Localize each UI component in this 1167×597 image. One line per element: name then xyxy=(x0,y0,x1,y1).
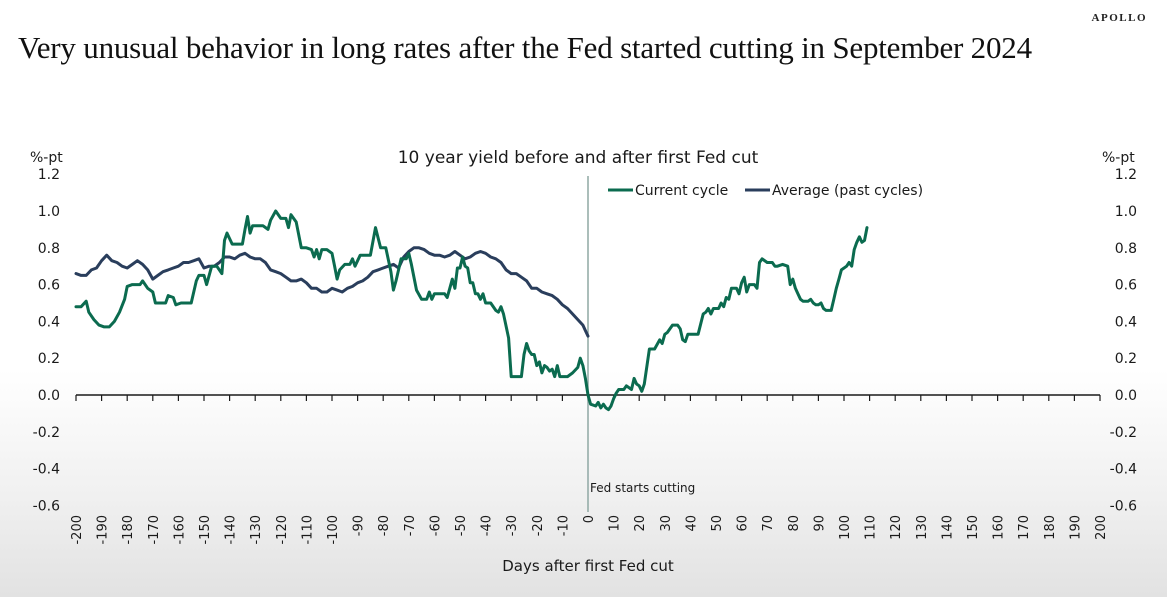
y-tick-label-right: 0.0 xyxy=(1115,388,1137,404)
x-tick-label: -120 xyxy=(275,515,290,545)
y-tick-label-left: -0.4 xyxy=(33,462,60,478)
x-tick-label: 200 xyxy=(1094,515,1109,540)
x-tick-label: 130 xyxy=(915,515,930,540)
brand-logo: APOLLO xyxy=(1091,12,1147,24)
y-ticks-right: 1.2 1.0 0.8 0.6 0.4 0.2 0.0 -0.2 -0.4 -0.6 xyxy=(1110,167,1137,514)
x-tick-label: 90 xyxy=(812,515,827,532)
x-tick-label: -160 xyxy=(172,515,187,545)
x-tick-label: -150 xyxy=(198,515,213,545)
y-tick-label-right: -0.2 xyxy=(1110,425,1137,441)
y-ticks-left: 1.2 1.0 0.8 0.6 0.4 0.2 0.0 -0.2 -0.4 -0.6 xyxy=(33,167,60,514)
y-tick-label-right: 0.4 xyxy=(1115,314,1137,330)
x-tick-label: -170 xyxy=(147,515,162,545)
x-tick-label: -140 xyxy=(224,515,239,545)
x-tick-label: -50 xyxy=(454,515,469,536)
y-tick-label-left: 0.6 xyxy=(38,278,60,294)
chart-title: 10 year yield before and after first Fed… xyxy=(398,148,759,168)
y-axis-unit-left: %-pt xyxy=(30,150,63,166)
x-tick-label: 160 xyxy=(992,515,1007,540)
legend-label-average: Average (past cycles) xyxy=(772,183,923,199)
y-tick-label-left: 0.4 xyxy=(38,314,60,330)
x-tick-label: -40 xyxy=(480,515,495,536)
x-tick-label: -100 xyxy=(326,515,341,545)
y-tick-label-right: 0.6 xyxy=(1115,278,1137,294)
x-tick-label: 30 xyxy=(659,515,674,532)
x-tick-label: -130 xyxy=(249,515,264,545)
y-tick-label-left: 0.0 xyxy=(38,388,60,404)
x-tick-label: -60 xyxy=(428,515,443,536)
x-tick-label: -30 xyxy=(505,515,520,536)
x-tick-label: 140 xyxy=(940,515,955,540)
series-group xyxy=(74,209,869,412)
y-tick-label-left: -0.6 xyxy=(33,498,60,514)
x-axis-label: Days after first Fed cut xyxy=(502,557,674,575)
x-tick-label: 150 xyxy=(966,515,981,540)
y-tick-label-left: 0.2 xyxy=(38,351,60,367)
x-tick-label: -70 xyxy=(403,515,418,536)
y-tick-label-right: -0.4 xyxy=(1110,462,1137,478)
x-tick-label: 60 xyxy=(736,515,751,532)
y-tick-label-left: -0.2 xyxy=(33,425,60,441)
y-tick-label-right: -0.6 xyxy=(1110,498,1137,514)
x-tick-label: 100 xyxy=(838,515,853,540)
series-line-average-past-cycles xyxy=(74,246,590,338)
y-tick-label-right: 0.8 xyxy=(1115,241,1137,257)
headline: Very unusual behavior in long rates afte… xyxy=(18,30,1032,65)
y-axis-unit-right: %-pt xyxy=(1102,150,1135,166)
x-tick-label: -20 xyxy=(531,515,546,536)
x-tick-label: 0 xyxy=(582,515,597,523)
x-tick-label: -200 xyxy=(70,515,85,545)
x-tick-label: -180 xyxy=(121,515,136,545)
y-tick-label-left: 0.8 xyxy=(38,241,60,257)
legend-label-current: Current cycle xyxy=(635,183,728,199)
y-tick-label-right: 1.0 xyxy=(1115,204,1137,220)
y-tick-label-left: 1.2 xyxy=(38,167,60,183)
x-tick-label: 10 xyxy=(608,515,623,532)
x-tick-label: 170 xyxy=(1017,515,1032,540)
x-tick-label: 50 xyxy=(710,515,725,532)
x-tick-label: 20 xyxy=(633,515,648,532)
x-tick-label: 70 xyxy=(761,515,776,532)
x-tick-label: 40 xyxy=(684,515,699,532)
x-tick-label: -10 xyxy=(556,515,571,536)
x-tick-labels: -200 -190 -180 -170 -160 -150 -140 -130 -120 -110… xyxy=(70,515,1109,545)
legend: Current cycle Average (past cycles) xyxy=(608,183,923,199)
x-tick-label: 80 xyxy=(787,515,802,532)
x-tick-label: -80 xyxy=(377,515,392,536)
x-tick-label: -110 xyxy=(300,515,315,545)
x-tick-label: -190 xyxy=(96,515,111,545)
x-tick-label: 190 xyxy=(1068,515,1083,540)
y-tick-label-right: 0.2 xyxy=(1115,351,1137,367)
x-tick-label: 110 xyxy=(864,515,879,540)
x-tick-label: 120 xyxy=(889,515,904,540)
y-tick-label-right: 1.2 xyxy=(1115,167,1137,183)
x-tick-label: -90 xyxy=(352,515,367,536)
x-tick-label: 180 xyxy=(1043,515,1058,540)
series-line-current-cycle xyxy=(74,209,869,412)
fed-cut-annotation: Fed starts cutting xyxy=(590,481,695,495)
y-tick-label-left: 1.0 xyxy=(38,204,60,220)
